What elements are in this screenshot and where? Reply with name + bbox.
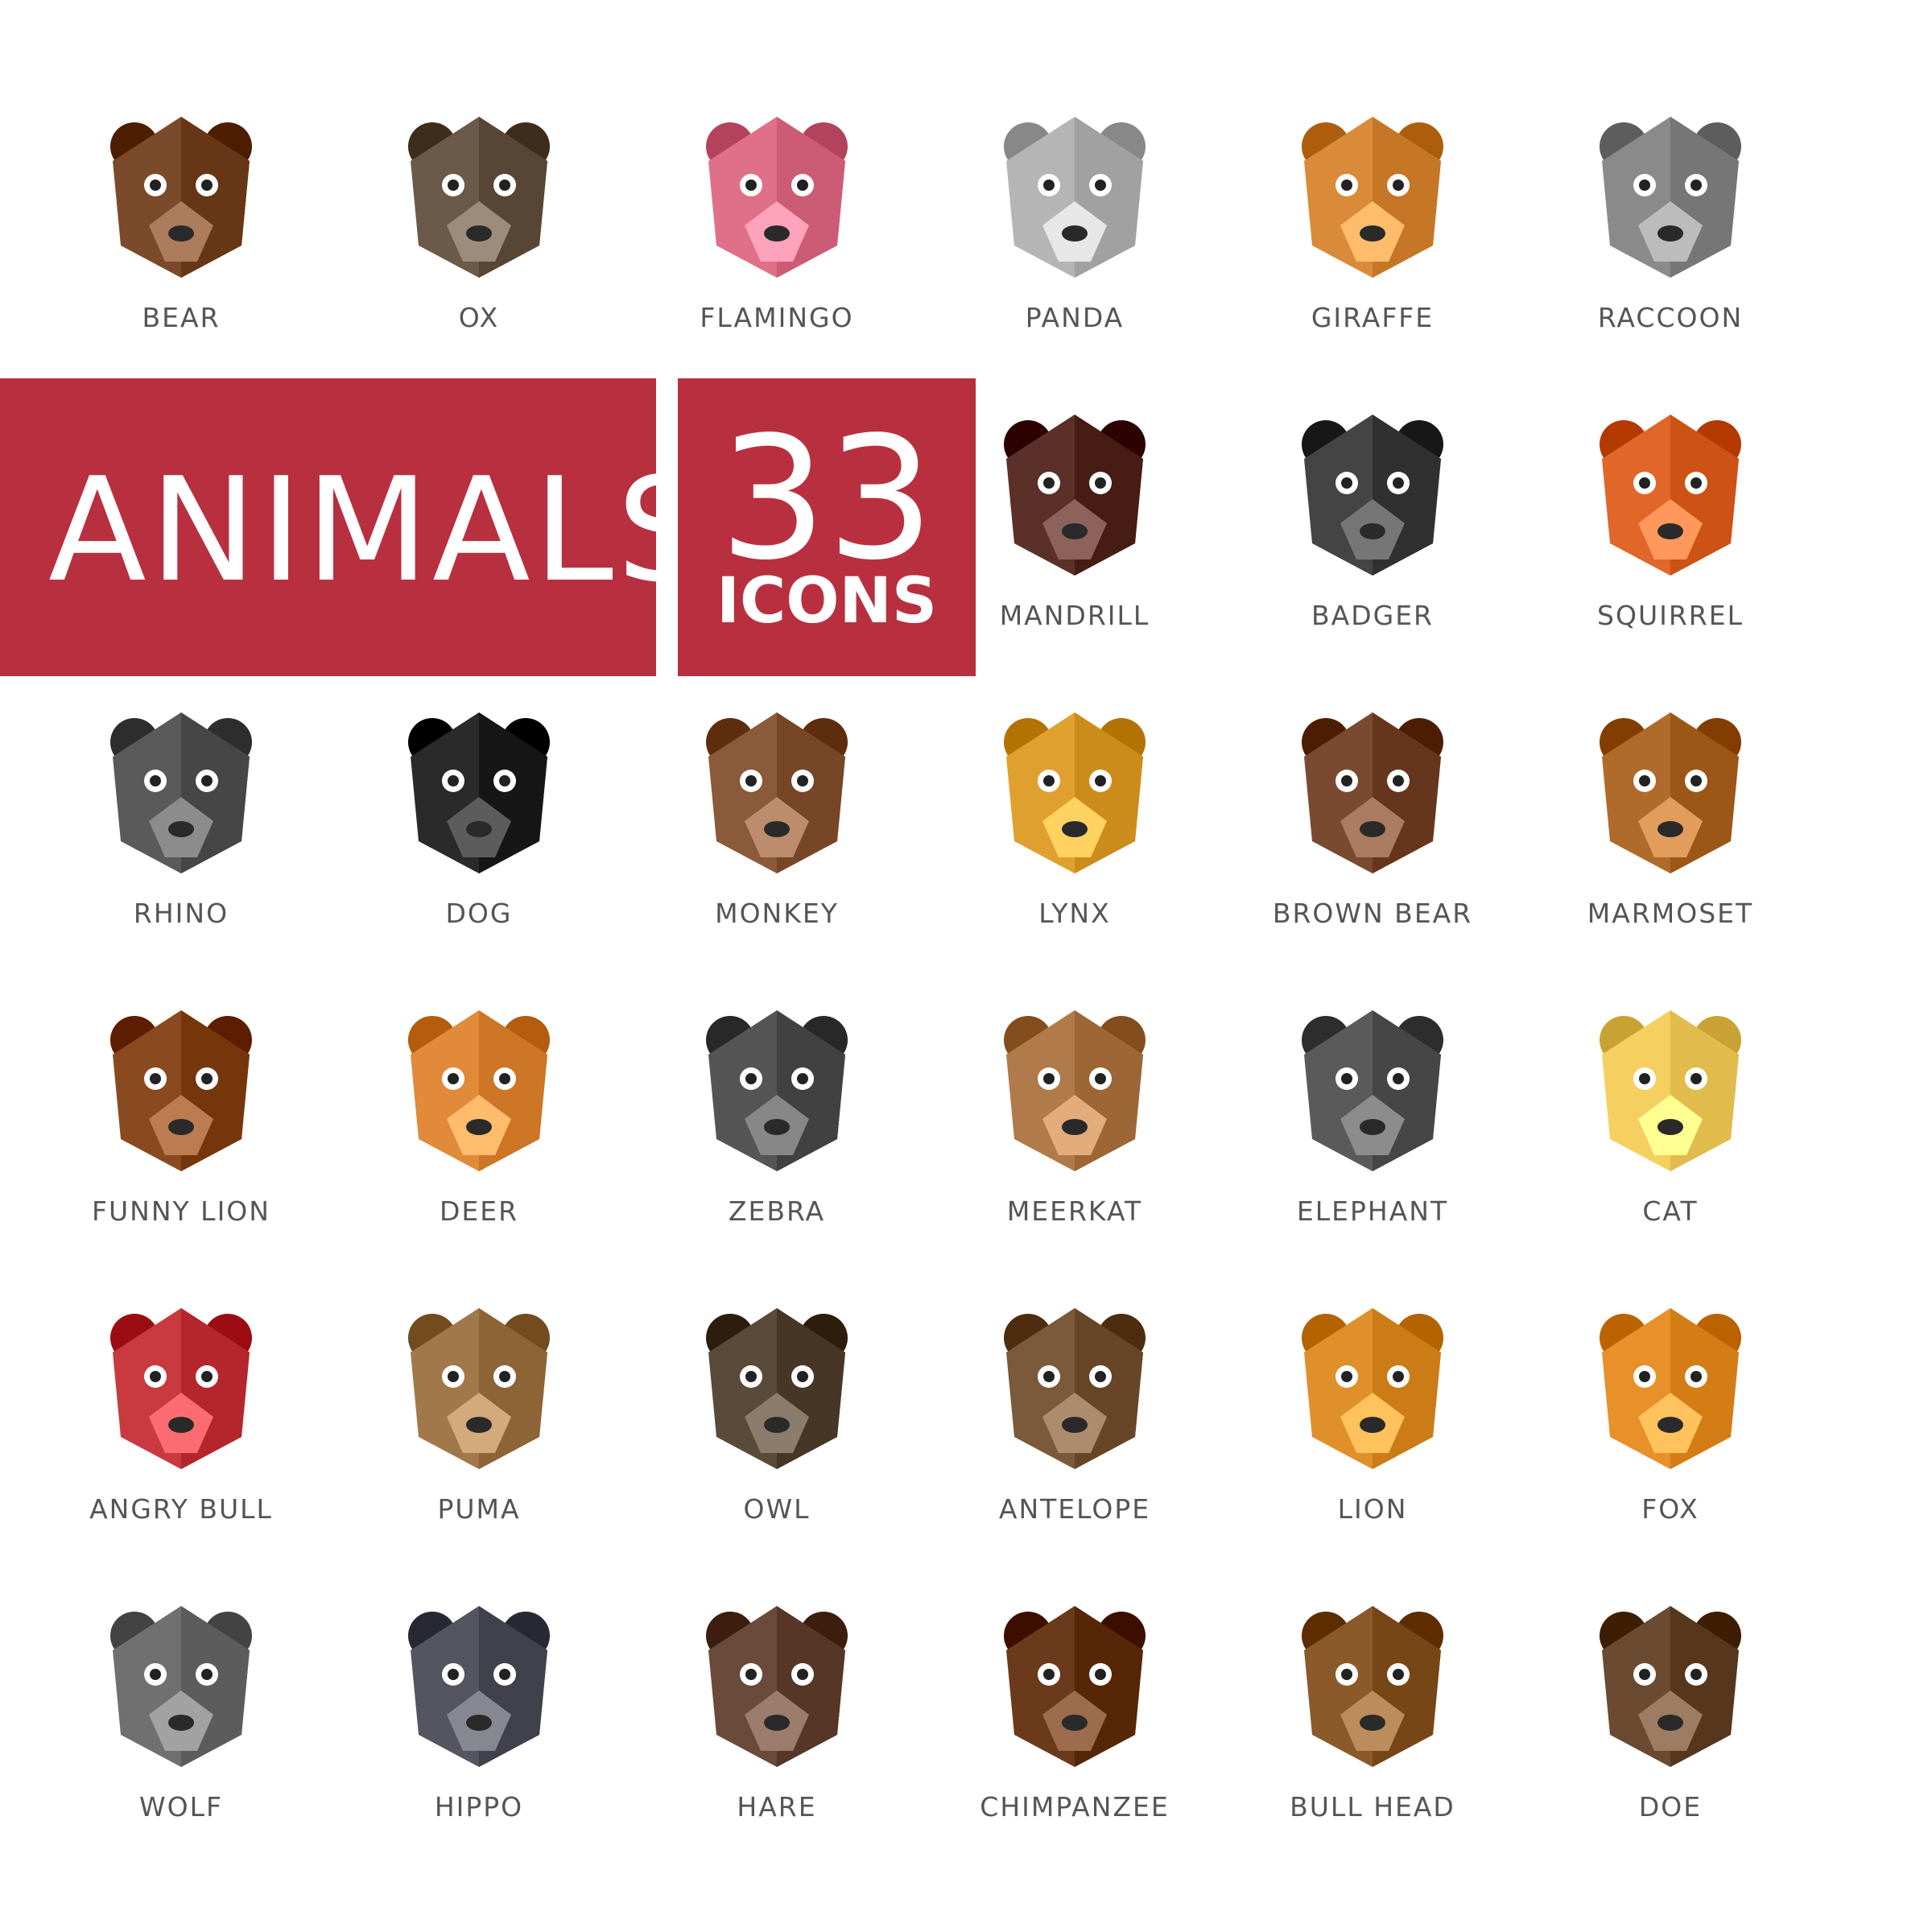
icon-tile: ELEPHANT xyxy=(1224,966,1521,1264)
icon-label: ELEPHANT xyxy=(1296,1195,1449,1227)
icon-label: GIRAFFE xyxy=(1311,302,1435,333)
icon-label: DOE xyxy=(1638,1791,1703,1823)
icon-label: CHIMPANZEE xyxy=(980,1791,1170,1823)
icon-label: FOX xyxy=(1641,1493,1699,1525)
icon-label: ZEBRA xyxy=(728,1195,826,1227)
icon-label: MEERKAT xyxy=(1006,1195,1143,1227)
icon-tile: PUMA xyxy=(330,1264,628,1562)
icon-tile: MONKEY xyxy=(628,668,926,966)
icon-label: MONKEY xyxy=(715,898,839,929)
icon-tile: RACCOON xyxy=(1521,72,1819,370)
icon-tile: PANDA xyxy=(926,72,1224,370)
icon-label: FLAMINGO xyxy=(700,302,854,333)
icon-tile: OX xyxy=(330,72,628,370)
icon-label: MARMOSET xyxy=(1587,898,1754,929)
icon-label: CAT xyxy=(1642,1195,1699,1227)
icon-tile: ANGRY BULL xyxy=(32,1264,330,1562)
icon-label: OX xyxy=(458,302,500,333)
icon-label: PUMA xyxy=(437,1493,521,1525)
icon-tile: FOX xyxy=(1521,1264,1819,1562)
icon-label: DEER xyxy=(439,1195,519,1227)
icon-label: BEAR xyxy=(142,302,221,333)
icon-label: ANGRY BULL xyxy=(89,1493,273,1525)
icon-label: PANDA xyxy=(1025,302,1125,333)
icon-tile: FLAMINGO xyxy=(628,72,926,370)
icon-tile: SQUIRREL xyxy=(1521,370,1819,668)
banner-title: ANIMALS xyxy=(48,447,711,613)
icon-label: WOLF xyxy=(139,1791,223,1823)
icon-tile: HARE xyxy=(628,1562,926,1860)
count-banner: 33 ICONS xyxy=(678,378,976,676)
icon-label: BADGER xyxy=(1311,600,1434,631)
icon-tile: DOG xyxy=(330,668,628,966)
icon-tile: OWL xyxy=(628,1264,926,1562)
icon-tile: DOE xyxy=(1521,1562,1819,1860)
icon-tile: ANTELOPE xyxy=(926,1264,1224,1562)
icon-tile: WOLF xyxy=(32,1562,330,1860)
icon-tile: RHINO xyxy=(32,668,330,966)
icon-label: ANTELOPE xyxy=(998,1493,1151,1525)
icon-label: HARE xyxy=(737,1791,817,1823)
icon-label: FUNNY LION xyxy=(92,1195,270,1227)
icon-label: RACCOON xyxy=(1597,302,1744,333)
icon-tile: BEAR xyxy=(32,72,330,370)
icon-tile: CAT xyxy=(1521,966,1819,1264)
icon-label: DOG xyxy=(445,898,513,929)
icon-tile: FUNNY LION xyxy=(32,966,330,1264)
icon-count-label: ICONS xyxy=(716,565,938,638)
icon-tile: BULL HEAD xyxy=(1224,1562,1521,1860)
icon-tile: MARMOSET xyxy=(1521,668,1819,966)
icon-tile: ZEBRA xyxy=(628,966,926,1264)
icon-tile: CHIMPANZEE xyxy=(926,1562,1224,1860)
icon-label: RHINO xyxy=(133,898,229,929)
icon-tile: DEER xyxy=(330,966,628,1264)
icon-label: SQUIRREL xyxy=(1597,600,1744,631)
icon-label: MANDRILL xyxy=(999,600,1150,631)
icon-tile: HIPPO xyxy=(330,1562,628,1860)
icon-label: LION xyxy=(1337,1493,1408,1525)
icon-tile: GIRAFFE xyxy=(1224,72,1521,370)
icon-label: BROWN BEAR xyxy=(1272,898,1473,929)
icon-tile: LYNX xyxy=(926,668,1224,966)
icon-tile: MEERKAT xyxy=(926,966,1224,1264)
icon-label: LYNX xyxy=(1038,898,1111,929)
icon-tile: LION xyxy=(1224,1264,1521,1562)
icon-tile: BROWN BEAR xyxy=(1224,668,1521,966)
title-banner: ANIMALS xyxy=(0,378,708,676)
icon-tile: BADGER xyxy=(1224,370,1521,668)
icon-label: BULL HEAD xyxy=(1290,1791,1455,1823)
icon-label: OWL xyxy=(743,1493,811,1525)
icon-count: 33 xyxy=(719,400,935,597)
icon-label: HIPPO xyxy=(434,1791,524,1823)
icon-tile: MANDRILL xyxy=(926,370,1224,668)
